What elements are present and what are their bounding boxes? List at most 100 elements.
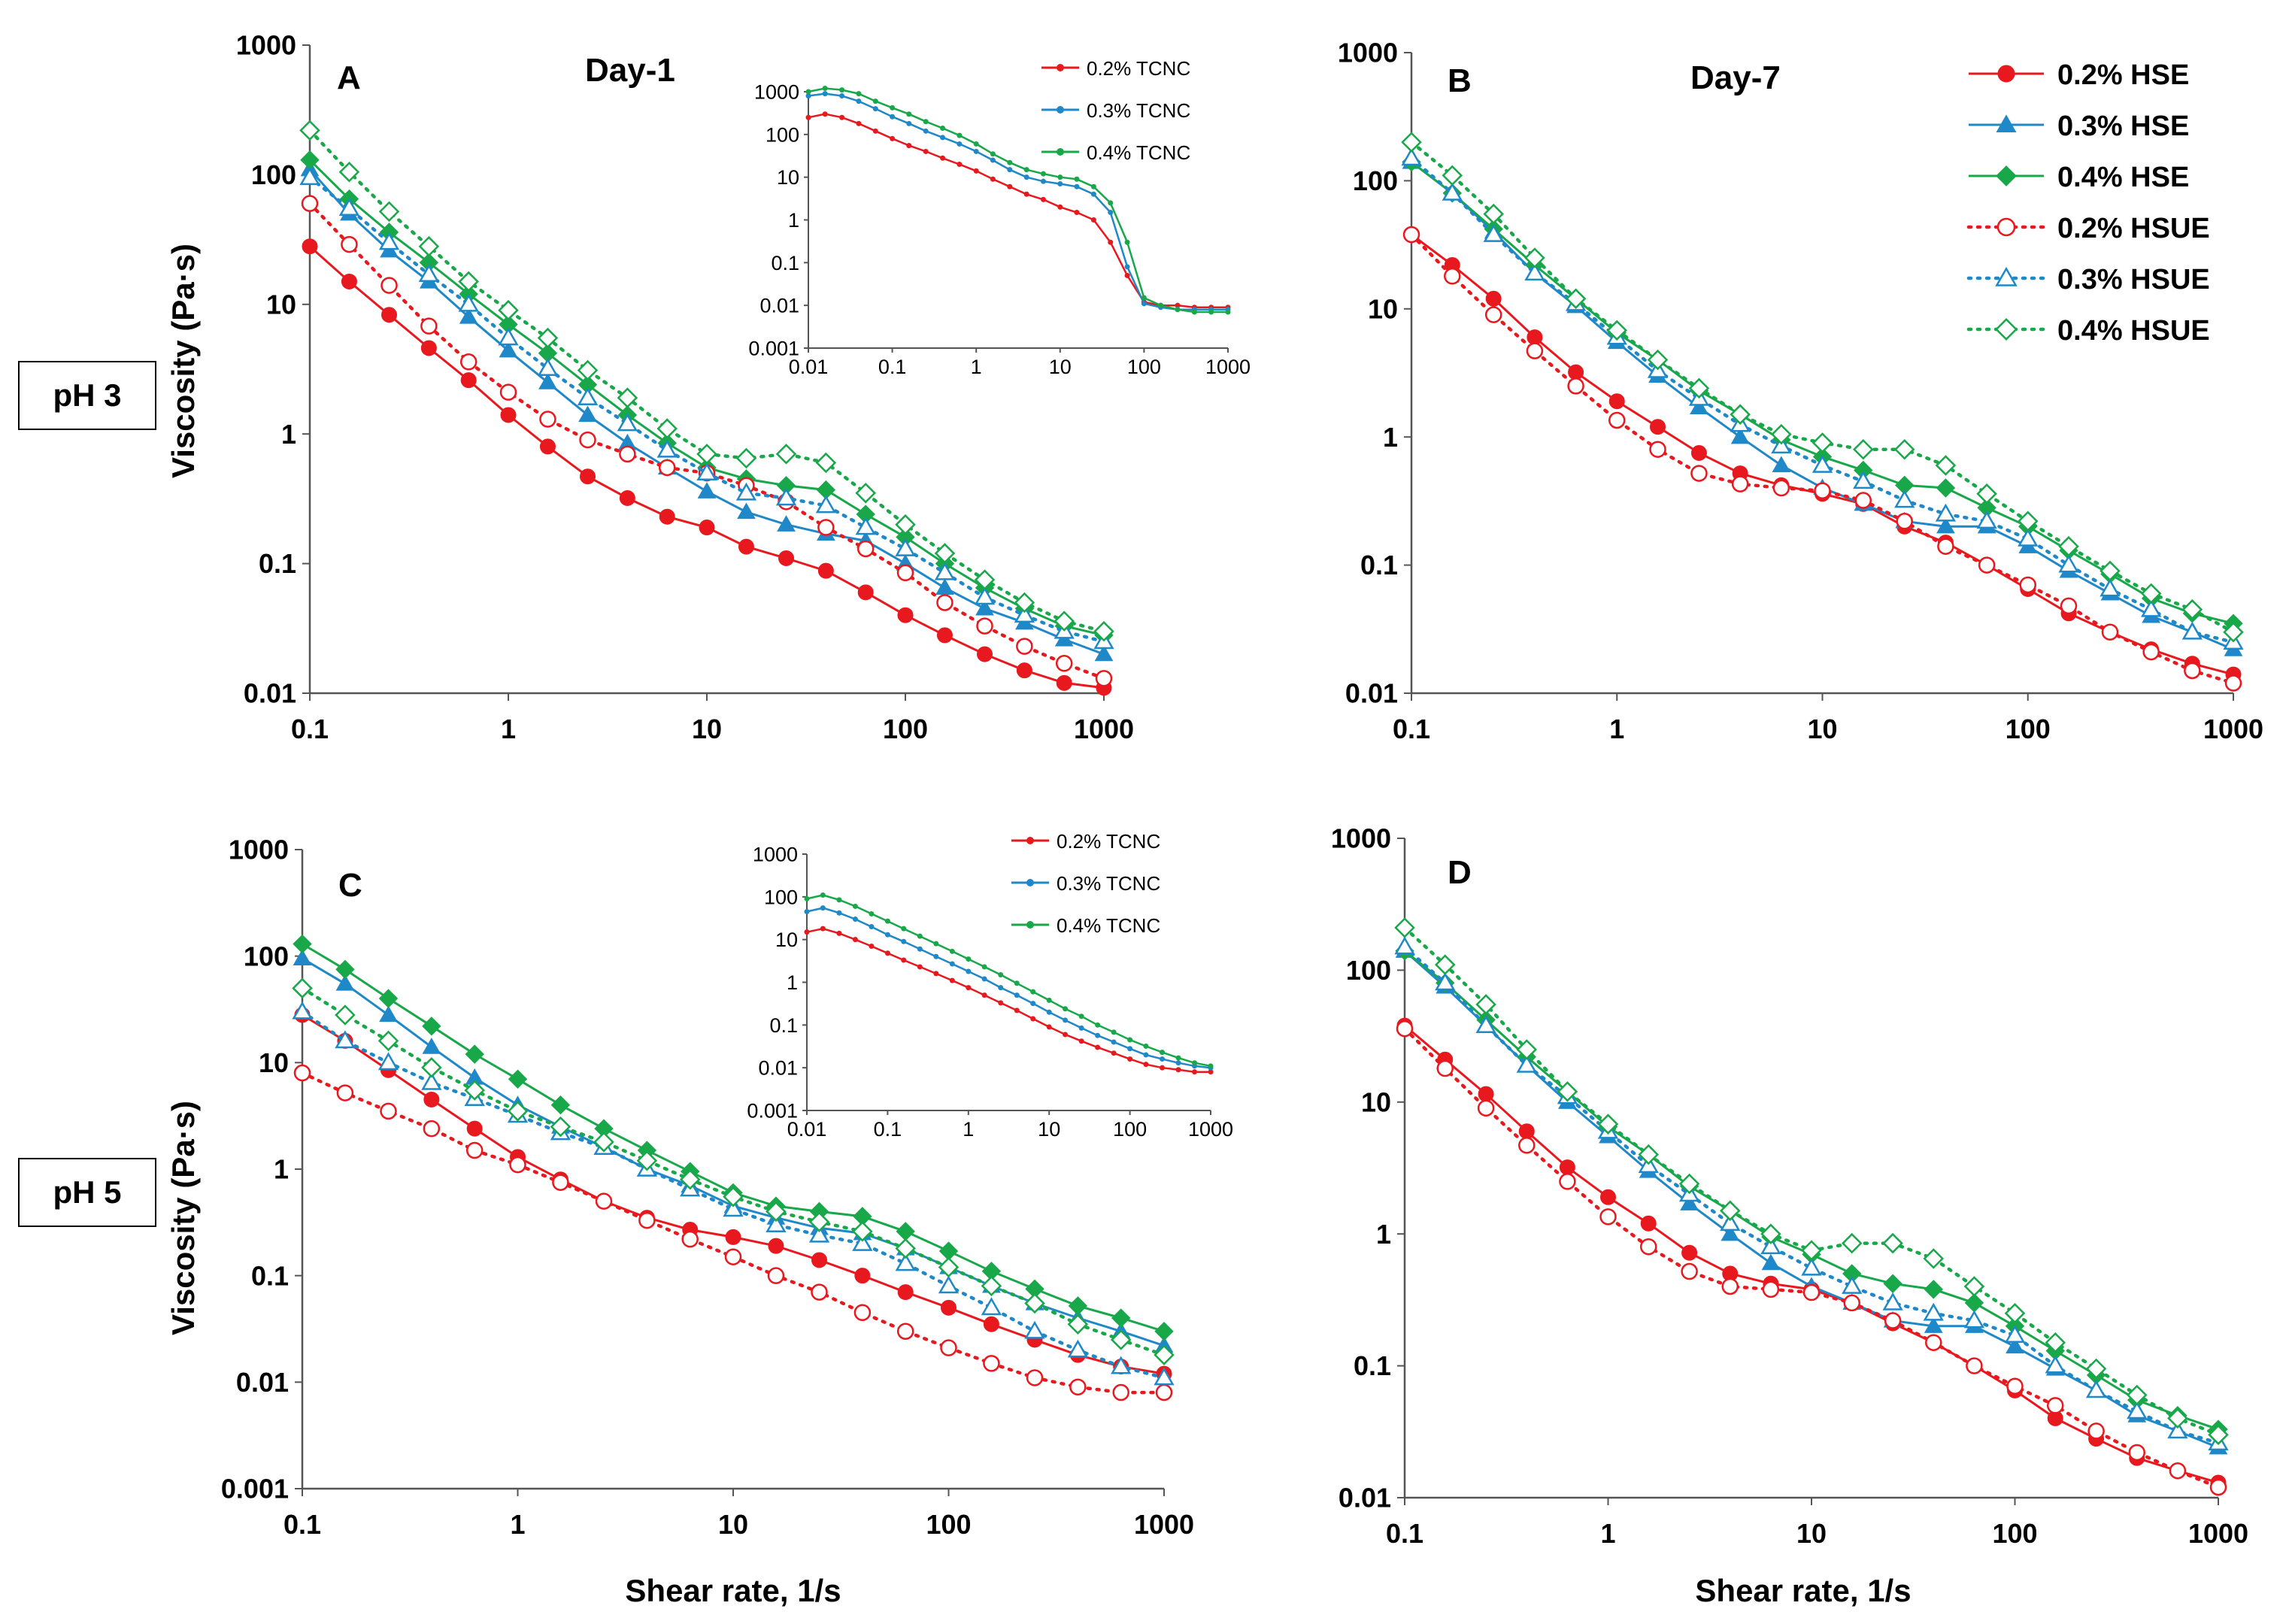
data-point xyxy=(421,1071,442,1090)
legend-label-0-3-hsue: 0.3% HSUE xyxy=(2057,264,2210,295)
data-point xyxy=(1690,444,1707,461)
data-point xyxy=(2101,623,2119,641)
x-axis-title: Shear rate, 1/s xyxy=(625,1573,841,1608)
data-point xyxy=(619,445,636,463)
inset-data-point xyxy=(1111,1039,1117,1045)
data-point xyxy=(1883,1274,1902,1293)
y-tick-label: 0.1 xyxy=(251,1260,289,1291)
data-point xyxy=(1016,638,1033,655)
inset-data-point xyxy=(836,897,842,903)
data-point xyxy=(538,373,557,389)
data-point xyxy=(808,1224,830,1243)
inset-data-point xyxy=(1124,239,1130,245)
data-point xyxy=(1678,1173,1700,1195)
data-point xyxy=(464,1080,485,1101)
data-point xyxy=(1394,936,1415,955)
inset-series-line xyxy=(808,92,1228,311)
inset-data-point xyxy=(820,905,826,911)
inset-data-point xyxy=(1078,1013,1084,1020)
inset-y-tick-label: 1000 xyxy=(753,843,798,865)
data-point xyxy=(1924,1316,1943,1333)
data-point xyxy=(2058,535,2079,557)
inset-y-tick-label: 0.001 xyxy=(747,1099,798,1122)
data-point xyxy=(2142,643,2160,661)
x-tick-label: 0.1 xyxy=(1386,1518,1423,1549)
inset-data-point xyxy=(923,128,929,134)
data-point xyxy=(1016,662,1032,679)
data-point xyxy=(656,418,678,439)
data-point xyxy=(1811,432,1833,453)
inset-y-tick-label: 0.1 xyxy=(769,1014,798,1037)
inset-legend-label: 0.2% TCNC xyxy=(1057,830,1160,853)
data-point xyxy=(1760,1223,1781,1244)
data-point xyxy=(550,1116,571,1138)
data-point xyxy=(617,387,638,408)
data-point xyxy=(897,1284,914,1301)
data-point xyxy=(895,538,916,556)
inset-data-point xyxy=(990,176,996,182)
data-point xyxy=(1935,455,1957,476)
series-line xyxy=(300,1010,1166,1380)
data-point xyxy=(1434,954,1456,975)
inset-data-point xyxy=(869,910,875,917)
data-point xyxy=(595,1192,613,1210)
data-point xyxy=(293,1064,311,1082)
data-point xyxy=(853,1304,872,1322)
inset-data-point xyxy=(1095,1022,1101,1028)
series-0-2-hsue xyxy=(1396,1020,2227,1496)
data-point xyxy=(2045,1355,2066,1374)
data-point xyxy=(935,578,954,595)
data-point xyxy=(817,562,834,579)
data-point xyxy=(1639,1238,1657,1256)
data-point xyxy=(1111,1308,1131,1328)
inset-data-point xyxy=(1208,1069,1214,1075)
data-point xyxy=(725,1229,741,1245)
data-point xyxy=(636,1150,658,1171)
data-point xyxy=(2140,583,2162,604)
inset-data-point xyxy=(1030,1001,1036,1007)
inset-data-point xyxy=(1124,272,1130,278)
inset-data-point xyxy=(884,918,890,924)
data-point xyxy=(459,307,478,324)
data-point xyxy=(1475,994,1496,1015)
data-point xyxy=(1936,478,1956,498)
inset-data-point xyxy=(1127,1037,1133,1043)
data-point xyxy=(817,519,835,536)
data-point xyxy=(2019,576,2036,594)
data-point xyxy=(897,607,914,623)
inset-data-point xyxy=(1208,309,1214,315)
inset-series-0-3-tcnc xyxy=(804,905,1214,1071)
inset-x-tick-label: 100 xyxy=(1127,356,1161,378)
data-point xyxy=(1690,398,1708,415)
legend-label-0-3-hse: 0.3% HSE xyxy=(2057,111,2189,142)
inset-data-point xyxy=(998,971,1004,977)
data-point xyxy=(293,949,312,965)
data-point xyxy=(679,1168,701,1190)
data-point xyxy=(1721,1224,1740,1241)
y-axis-title: Viscosity (Pa·s) xyxy=(165,244,201,478)
data-point xyxy=(2006,1377,2024,1395)
inset-x-tick-label: 10 xyxy=(1049,356,1072,378)
x-tick-label: 1000 xyxy=(1134,1509,1194,1540)
data-point xyxy=(378,232,400,250)
legend-label-0-2-hsue: 0.2% HSUE xyxy=(2057,213,2210,244)
inset-data-point xyxy=(949,961,955,967)
data-point xyxy=(338,161,360,183)
inset-data-point xyxy=(998,985,1004,991)
data-point xyxy=(2127,1401,2148,1419)
data-point xyxy=(1801,1257,1822,1276)
data-point xyxy=(1401,147,1422,166)
data-point xyxy=(458,293,479,312)
inset-data-point xyxy=(1040,178,1046,184)
inset-x-tick-label: 1000 xyxy=(1205,356,1251,378)
data-point xyxy=(1814,482,1831,500)
inset-data-point xyxy=(940,135,946,141)
data-point xyxy=(1600,1189,1616,1205)
data-point xyxy=(1401,132,1422,153)
inset-data-point xyxy=(1046,997,1052,1003)
data-point xyxy=(974,586,996,605)
data-point xyxy=(656,439,678,458)
data-point xyxy=(2017,511,2039,532)
data-point xyxy=(459,353,478,371)
